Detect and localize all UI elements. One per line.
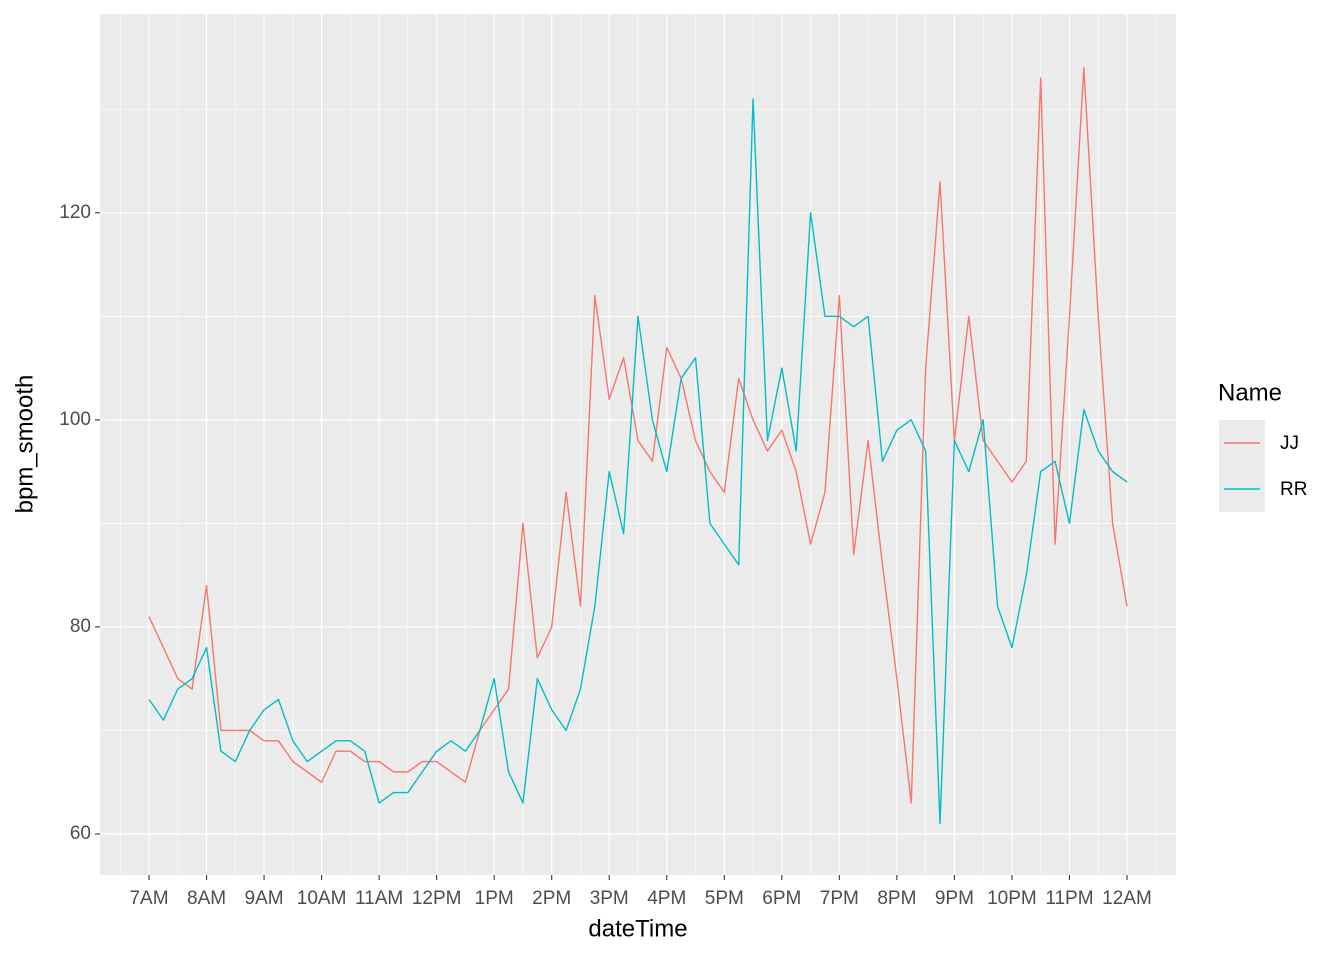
x-tick-label: 8PM bbox=[877, 888, 916, 909]
series-line bbox=[148, 67, 1128, 804]
axes: 60 80 100 120 7AM 8AM 9AM 10AM 11AM 12PM 1PM 2PM 3PM… bbox=[59, 202, 1152, 909]
x-tick-label: 8AM bbox=[187, 888, 226, 909]
x-tick-label: 9PM bbox=[935, 888, 974, 909]
series-line bbox=[148, 98, 1128, 825]
x-tick-label: 4PM bbox=[647, 888, 686, 909]
legend: JJ RR bbox=[1219, 420, 1307, 512]
x-axis-title: dateTime bbox=[588, 915, 687, 942]
x-tick-label: 7PM bbox=[820, 888, 859, 909]
x-tick-label: 11PM bbox=[1045, 888, 1093, 909]
x-tick-label: 10PM bbox=[987, 888, 1037, 909]
y-tick-label: 80 bbox=[70, 616, 91, 637]
y-tick-label: 60 bbox=[70, 823, 91, 844]
x-tick-label: 6PM bbox=[762, 888, 801, 909]
y-tick-label: 100 bbox=[59, 409, 91, 430]
x-tick-label: 12PM bbox=[412, 888, 462, 909]
x-tick-label: 10AM bbox=[297, 888, 347, 909]
legend-title: Name bbox=[1218, 379, 1282, 406]
legend-label: RR bbox=[1280, 479, 1307, 500]
x-tick-label: 1PM bbox=[475, 888, 514, 909]
x-tick-label: 12AM bbox=[1102, 888, 1152, 909]
x-tick-label: 7AM bbox=[129, 888, 168, 909]
x-tick-label: 3PM bbox=[590, 888, 629, 909]
legend-label: JJ bbox=[1280, 433, 1299, 454]
x-tick-label: 9AM bbox=[245, 888, 284, 909]
y-axis-title: bpm_smooth bbox=[11, 375, 38, 514]
y-tick-label: 120 bbox=[59, 202, 91, 223]
x-tick-label: 5PM bbox=[705, 888, 744, 909]
x-tick-label: 11AM bbox=[355, 888, 403, 909]
grid bbox=[100, 14, 1176, 875]
lines bbox=[148, 67, 1128, 825]
x-tick-label: 2PM bbox=[532, 888, 571, 909]
